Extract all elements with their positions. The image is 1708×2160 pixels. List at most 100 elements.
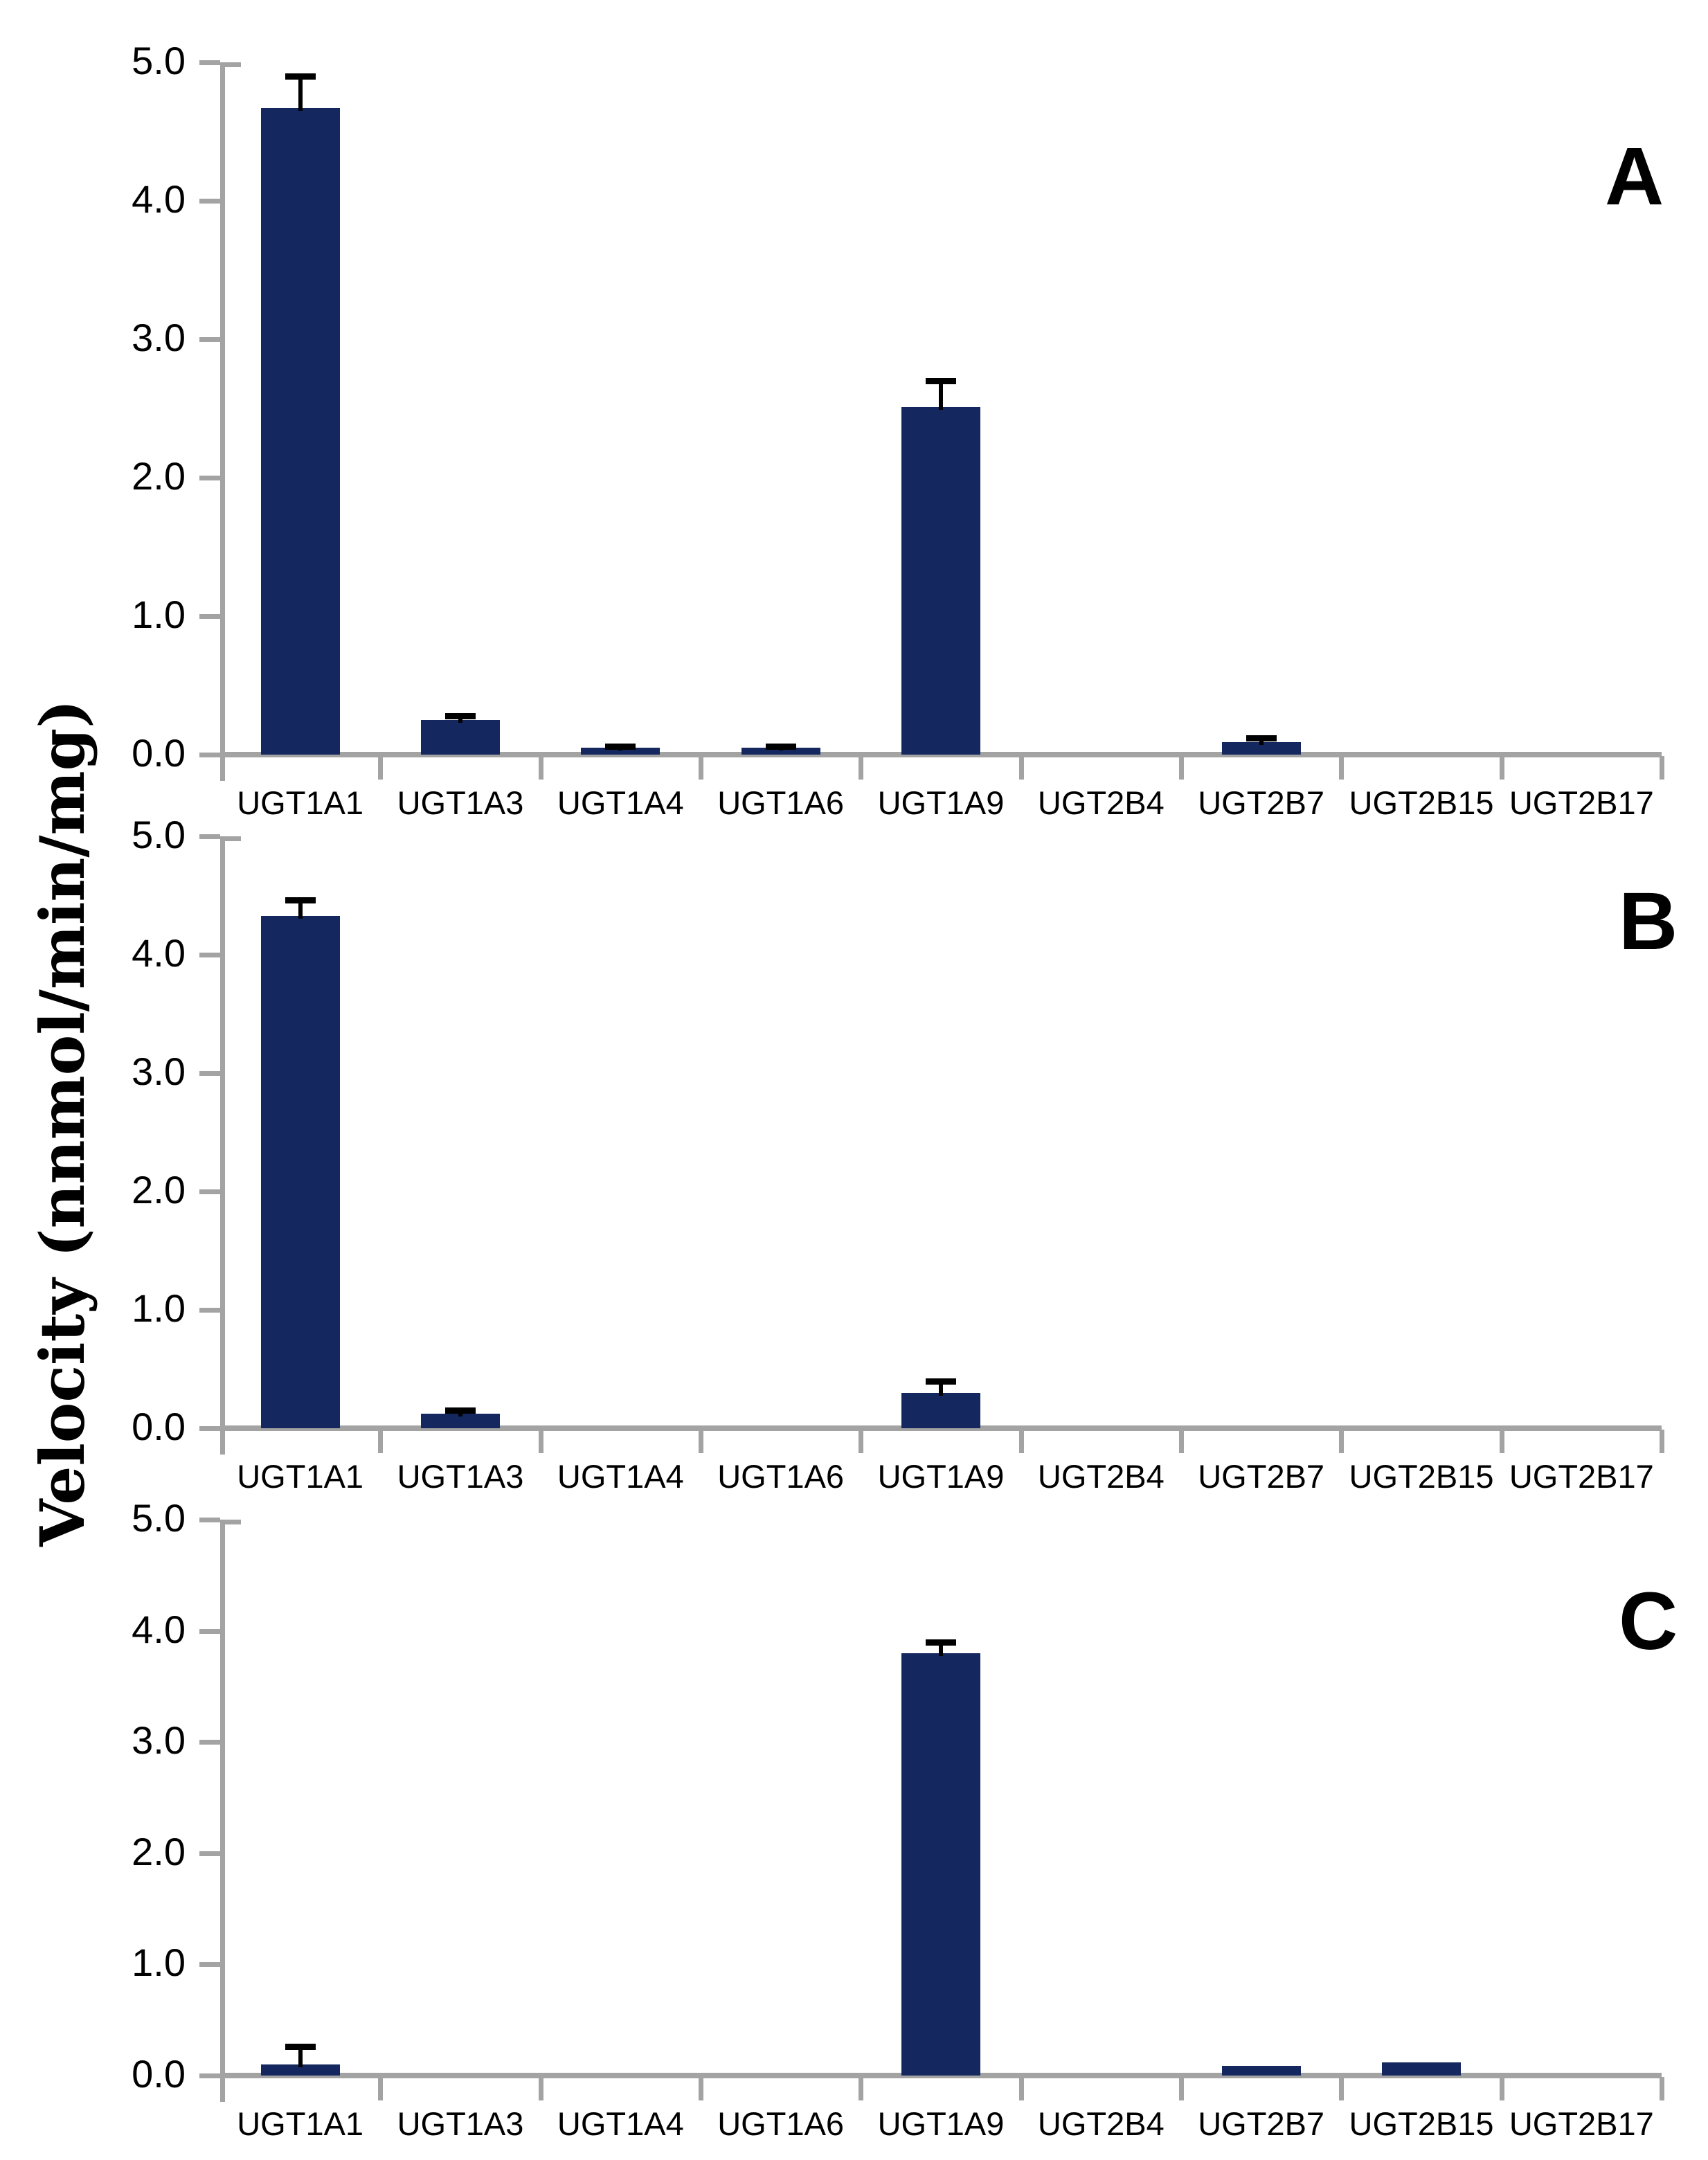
category-label: UGT1A9 bbox=[877, 2105, 1005, 2142]
y-tick-label: 4.0 bbox=[132, 177, 186, 221]
x-tick-mark bbox=[538, 756, 543, 780]
error-bar-line bbox=[298, 900, 303, 919]
y-tick-mark bbox=[199, 60, 220, 65]
x-tick-mark bbox=[1179, 2077, 1184, 2100]
error-bar-line bbox=[1259, 738, 1264, 745]
y-tick-mark bbox=[199, 1628, 220, 1634]
error-bar-cap bbox=[926, 1378, 956, 1385]
bar-ugt2b7 bbox=[1221, 742, 1301, 755]
y-axis-top-cap bbox=[220, 1520, 241, 1524]
bar-ugt2b7 bbox=[1221, 2065, 1301, 2076]
x-tick-mark bbox=[859, 1430, 864, 1453]
y-axis bbox=[220, 836, 225, 1455]
x-axis bbox=[220, 2073, 1662, 2078]
error-bar-line bbox=[939, 381, 943, 410]
error-bar-cap bbox=[605, 744, 636, 750]
bar-ugt1a6 bbox=[741, 748, 820, 755]
category-label: UGT1A9 bbox=[877, 1458, 1005, 1495]
error-bar-cap bbox=[445, 1407, 476, 1414]
bar-ugt1a9 bbox=[901, 407, 980, 755]
category-label: UGT2B4 bbox=[1037, 1458, 1165, 1495]
x-tick-mark bbox=[378, 1430, 384, 1453]
category-label: UGT1A6 bbox=[717, 2105, 845, 2142]
y-tick-label: 3.0 bbox=[132, 1050, 186, 1093]
error-bar-cap bbox=[445, 713, 476, 719]
category-label: UGT1A4 bbox=[557, 1458, 684, 1495]
y-tick-mark bbox=[199, 1518, 220, 1522]
category-label: UGT1A1 bbox=[237, 784, 364, 821]
y-tick-label: 1.0 bbox=[132, 1941, 186, 1985]
error-bar-line bbox=[298, 76, 303, 111]
category-label: UGT1A1 bbox=[237, 1458, 364, 1495]
bar-ugt1a9 bbox=[901, 1392, 980, 1428]
category-label: UGT1A9 bbox=[877, 784, 1005, 821]
y-tick-mark bbox=[199, 1962, 220, 1968]
y-tick-label: 5.0 bbox=[132, 1496, 186, 1540]
error-bar-line bbox=[939, 1641, 943, 1656]
bar-ugt1a1 bbox=[260, 2064, 340, 2076]
category-label: UGT1A3 bbox=[397, 784, 524, 821]
x-tick-mark bbox=[1179, 756, 1184, 780]
x-tick-mark bbox=[1018, 2077, 1024, 2100]
category-label: UGT2B15 bbox=[1349, 784, 1494, 821]
y-tick-label: 1.0 bbox=[132, 593, 186, 636]
y-tick-label: 5.0 bbox=[132, 813, 186, 856]
x-tick-mark bbox=[1499, 756, 1504, 780]
x-tick-mark bbox=[1499, 2077, 1504, 2100]
y-axis bbox=[220, 1520, 225, 2102]
x-tick-mark bbox=[859, 756, 864, 780]
x-tick-mark bbox=[699, 1430, 703, 1453]
y-tick-label: 4.0 bbox=[132, 931, 186, 975]
category-label: UGT2B7 bbox=[1198, 1458, 1325, 1495]
y-axis-top-cap bbox=[220, 836, 241, 841]
y-tick-mark bbox=[199, 614, 220, 619]
panel-letter-c: C bbox=[1619, 1576, 1678, 1667]
x-axis bbox=[220, 752, 1662, 757]
x-tick-mark bbox=[1339, 2077, 1345, 2100]
category-label: UGT1A6 bbox=[717, 784, 845, 821]
error-bar-cap bbox=[765, 744, 796, 750]
error-bar-cap bbox=[926, 1639, 956, 1646]
x-tick-mark bbox=[538, 1430, 543, 1453]
category-label: UGT2B4 bbox=[1037, 2105, 1165, 2142]
panel-letter-b: B bbox=[1619, 876, 1678, 967]
x-tick-mark bbox=[1179, 1430, 1184, 1453]
y-tick-mark bbox=[199, 1189, 220, 1194]
error-bar-cap bbox=[285, 897, 316, 904]
y-tick-mark bbox=[199, 476, 220, 480]
error-bar-line bbox=[939, 1380, 943, 1396]
y-tick-label: 1.0 bbox=[132, 1286, 186, 1330]
category-label: UGT2B7 bbox=[1198, 2105, 1325, 2142]
category-label: UGT2B17 bbox=[1509, 2105, 1654, 2142]
x-tick-mark bbox=[1660, 756, 1664, 780]
bar-ugt1a1 bbox=[260, 108, 340, 755]
x-tick-mark bbox=[1499, 1430, 1504, 1453]
category-label: UGT2B17 bbox=[1509, 1458, 1654, 1495]
y-tick-label: 2.0 bbox=[132, 1829, 186, 1873]
x-tick-mark bbox=[1018, 756, 1024, 780]
category-label: UGT1A3 bbox=[397, 1458, 524, 1495]
error-bar-line bbox=[458, 716, 462, 723]
x-tick-mark bbox=[378, 756, 384, 780]
category-label: UGT1A1 bbox=[237, 2105, 364, 2142]
bar-ugt1a3 bbox=[421, 720, 500, 755]
x-tick-mark bbox=[699, 2077, 703, 2100]
category-label: UGT1A4 bbox=[557, 2105, 684, 2142]
category-label: UGT2B15 bbox=[1349, 1458, 1494, 1495]
y-tick-label: 2.0 bbox=[132, 1168, 186, 1212]
x-tick-mark bbox=[1660, 1430, 1664, 1453]
y-tick-label: 0.0 bbox=[132, 2052, 186, 2096]
category-label: UGT2B4 bbox=[1037, 784, 1165, 821]
category-label: UGT1A4 bbox=[557, 784, 684, 821]
category-label: UGT1A6 bbox=[717, 1458, 845, 1495]
y-tick-label: 0.0 bbox=[132, 1405, 186, 1448]
bar-ugt1a4 bbox=[581, 748, 660, 755]
bar-ugt1a3 bbox=[421, 1414, 500, 1428]
y-tick-label: 3.0 bbox=[132, 1718, 186, 1763]
x-tick-mark bbox=[538, 2077, 543, 2100]
y-tick-mark bbox=[199, 1851, 220, 1856]
y-tick-label: 2.0 bbox=[132, 454, 186, 498]
y-tick-mark bbox=[199, 1071, 220, 1076]
